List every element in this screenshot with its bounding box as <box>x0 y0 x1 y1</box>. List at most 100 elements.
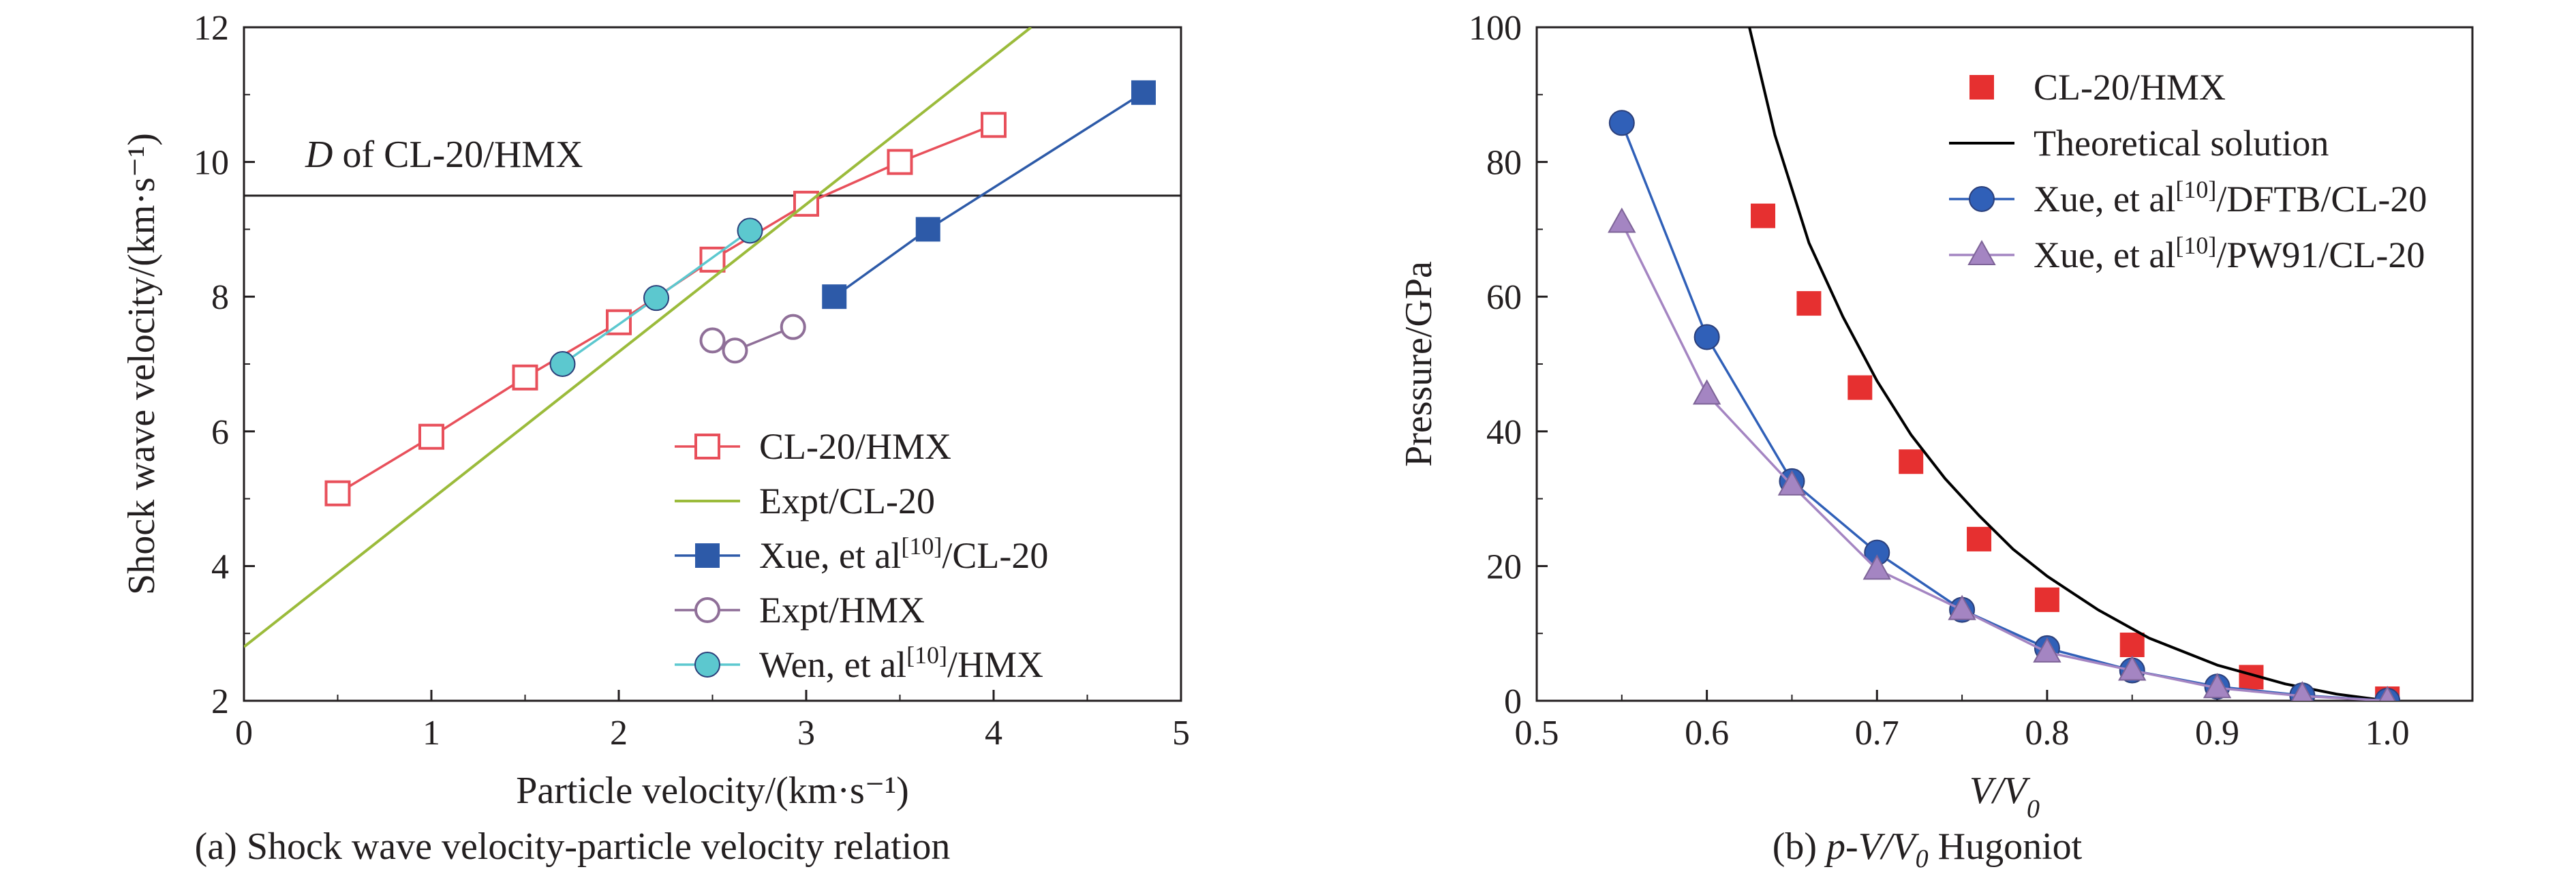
series-line <box>1748 27 2388 701</box>
legend: CL-20/HMX Expt/CL-20 Xue, et al[10]/CL-20 E… <box>675 426 1048 685</box>
data-point <box>915 217 940 242</box>
data-point <box>1692 379 1721 405</box>
data-point <box>512 364 538 391</box>
series-3 <box>699 314 806 364</box>
legend: CL-20/HMX Theoretical solution Xue, et al[… <box>1949 67 2427 275</box>
data-point <box>737 217 763 244</box>
data-point <box>2034 587 2059 612</box>
data-point <box>418 423 444 450</box>
legend-marker <box>1969 186 1995 212</box>
series-3 <box>1608 207 2396 701</box>
y-tick-label: 8 <box>211 278 229 317</box>
series-line <box>1621 222 2388 701</box>
legend-item-4: Wen, et al[10]/HMX <box>675 641 1043 685</box>
data-point <box>887 149 913 175</box>
data-point <box>699 327 726 354</box>
y-tick-label: 80 <box>1486 144 1522 183</box>
legend-marker <box>1969 75 1994 100</box>
x-tick-label: 4 <box>985 714 1002 753</box>
panel-a-caption: (a) Shock wave velocity-particle velocit… <box>194 826 951 868</box>
x-tick-label: 0.7 <box>1855 714 1899 753</box>
y-tick-label: 2 <box>211 682 229 721</box>
legend-marker <box>694 597 720 623</box>
x-tick-label: 3 <box>797 714 815 753</box>
legend-marker <box>1967 239 1996 265</box>
legend-label: Xue, et al[10]/PW91/CL-20 <box>2034 232 2425 275</box>
legend-label: CL-20/HMX <box>759 426 951 467</box>
panel-b-caption-prefix: (b) <box>1772 826 1827 868</box>
data-point <box>1608 110 1635 136</box>
data-point <box>1693 324 1720 350</box>
legend-marker <box>694 434 720 459</box>
legend-label: Theoretical solution <box>2034 123 2329 164</box>
y-tick-label: 100 <box>1469 9 1522 48</box>
data-point <box>699 246 726 273</box>
x-tick-label: 0.8 <box>2025 714 2069 753</box>
series-2 <box>822 80 1156 309</box>
legend-item-2: Xue, et al[10]/CL-20 <box>675 532 1048 576</box>
data-point <box>1847 375 1873 400</box>
y-tick-label: 4 <box>211 547 229 586</box>
panel-b-chart: 0.5 0.6 0.7 0.8 0.9 1.0 0 20 40 60 80 100 V/V0 Pressu… <box>1398 9 2474 823</box>
x-tick-label: 0.6 <box>1685 714 1729 753</box>
legend-marker <box>695 543 720 568</box>
data-point <box>2033 637 2061 663</box>
x-axis-label: Particle velocity/(km·s⁻¹) <box>516 770 909 812</box>
series-1 <box>1748 27 2388 701</box>
data-layer <box>244 27 1181 648</box>
data-point <box>1131 80 1156 105</box>
data-point <box>1751 203 1776 228</box>
data-point <box>1948 594 1976 620</box>
y-tick-label: 12 <box>194 9 229 48</box>
data-point <box>2203 673 2232 699</box>
data-point <box>1862 554 1891 580</box>
data-point <box>2239 665 2264 690</box>
y-tick-label: 20 <box>1486 547 1522 586</box>
x-tick-label: 2 <box>610 714 628 753</box>
data-point <box>1899 449 1924 474</box>
y-tick-label: 40 <box>1486 413 1522 452</box>
legend-item-3: Xue, et al[10]/PW91/CL-20 <box>1949 232 2425 275</box>
data-point <box>643 285 669 312</box>
y-tick-label: 0 <box>1504 682 1522 721</box>
x-tick-label: 0 <box>235 714 253 753</box>
data-point <box>549 351 576 377</box>
legend-label: Expt/CL-20 <box>759 481 935 521</box>
data-point <box>1796 291 1822 316</box>
series-4 <box>549 217 763 377</box>
legend-item-1: Expt/CL-20 <box>675 481 935 521</box>
data-point <box>1967 526 1992 551</box>
series-line <box>244 27 1032 648</box>
data-point <box>780 314 806 340</box>
y-tick-label: 60 <box>1486 278 1522 317</box>
legend-label: Xue, et al[10]/CL-20 <box>759 532 1048 576</box>
data-point <box>2291 681 2314 701</box>
panel-b-caption: (b) p-V/V0 Hugoniot <box>1773 825 2082 874</box>
data-point <box>981 112 1007 138</box>
data-point <box>722 337 748 364</box>
data-point <box>2119 632 2145 657</box>
reference-line-label: D of CL-20/HMX <box>305 134 583 176</box>
plot-frame <box>1535 26 2474 702</box>
panel-b-caption-math: p-V/V <box>1826 826 1916 868</box>
data-point <box>2378 685 2396 701</box>
legend-label: CL-20/HMX <box>2034 67 2226 108</box>
legend-label: Xue, et al[10]/DFTB/CL-20 <box>2034 176 2427 220</box>
legend-item-3: Expt/HMX <box>675 590 925 631</box>
y-tick-label: 6 <box>211 413 229 452</box>
series-1 <box>244 27 1032 648</box>
legend-item-0: CL-20/HMX <box>1969 67 2226 108</box>
series-0 <box>1751 203 2400 701</box>
legend-marker <box>694 652 720 678</box>
x-tick-label: 1.0 <box>2365 714 2410 753</box>
data-point <box>1777 470 1807 496</box>
x-tick-label: 5 <box>1172 714 1190 753</box>
x-tick-label: 0.5 <box>1515 714 1559 753</box>
y-axis-label: Pressure/GPa <box>1398 261 1440 467</box>
legend-item-2: Xue, et al[10]/DFTB/CL-20 <box>1949 176 2427 220</box>
data-layer <box>1608 27 2401 701</box>
legend-label: Expt/HMX <box>759 590 925 631</box>
data-point <box>1608 207 1636 233</box>
